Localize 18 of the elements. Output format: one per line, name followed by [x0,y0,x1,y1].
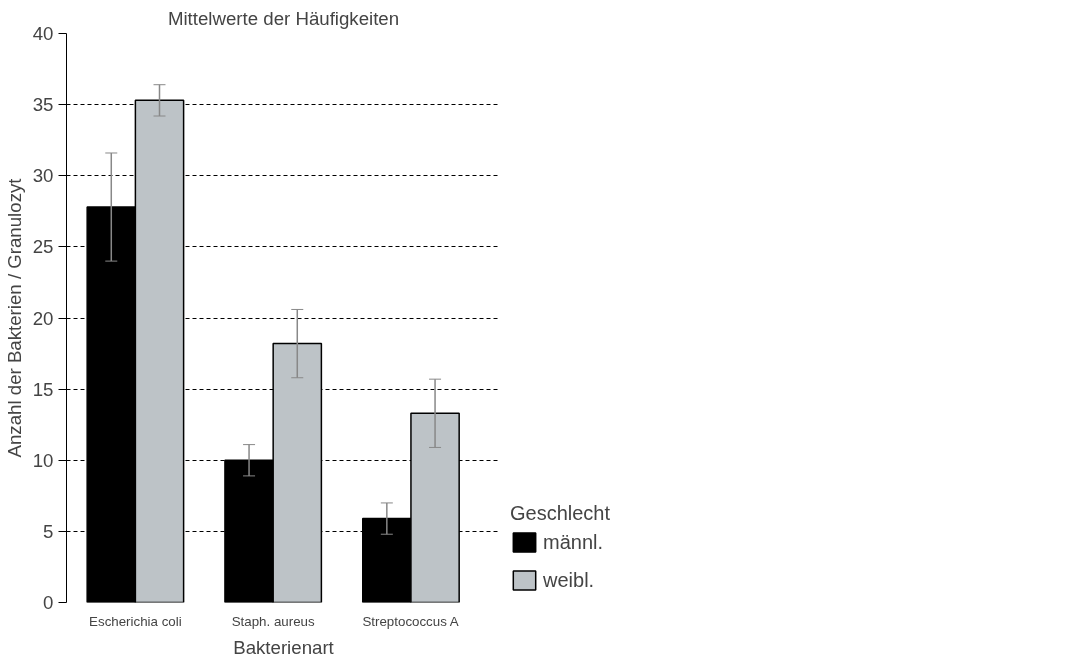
y-tick-label: 30 [32,165,54,187]
x-tick-label: Staph. aureus [231,613,315,629]
y-tick-label: 40 [32,23,54,44]
y-tick-label: 15 [32,378,54,400]
legend-label: männl. [543,530,604,554]
chart-title: Mittelwerte der Häufigkeiten [167,7,400,29]
x-axis-title: Bakterienart [233,636,335,658]
legend-label: weibl. [543,568,595,592]
y-tick-label: 35 [32,94,54,116]
y-tick-label: 10 [32,449,54,471]
y-tick-label: 5 [43,520,54,542]
x-tick-label: Streptococcus A [362,613,459,629]
y-tick-label: 25 [32,236,54,258]
y-axis-title: Anzahl der Bakterien / Granulozyt [3,177,25,458]
x-tick-label: Escherichia coli [89,613,182,629]
legend-title: Geschlecht [510,502,611,525]
y-tick-label: 0 [43,592,54,613]
y-tick-label: 20 [32,307,54,329]
